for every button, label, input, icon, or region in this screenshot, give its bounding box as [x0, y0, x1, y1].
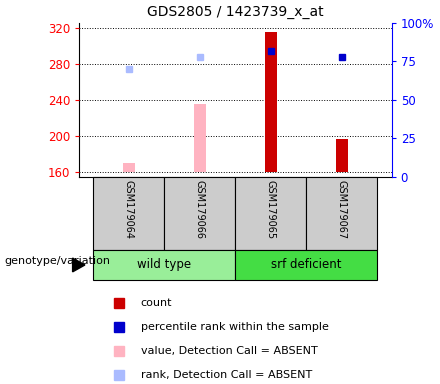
Text: GSM179067: GSM179067	[337, 180, 347, 239]
Text: wild type: wild type	[137, 258, 191, 271]
Title: GDS2805 / 1423739_x_at: GDS2805 / 1423739_x_at	[147, 5, 324, 19]
Text: count: count	[141, 298, 172, 308]
Bar	[235, 250, 378, 280]
Bar	[264, 32, 277, 172]
Text: GSM179064: GSM179064	[124, 180, 134, 239]
Bar	[122, 163, 135, 172]
Text: GSM179066: GSM179066	[195, 180, 205, 239]
Bar	[93, 177, 165, 250]
Bar	[165, 177, 235, 250]
Bar	[93, 250, 235, 280]
Text: GSM179065: GSM179065	[266, 180, 276, 239]
Bar	[336, 139, 348, 172]
Text: srf deficient: srf deficient	[271, 258, 341, 271]
Text: genotype/variation: genotype/variation	[4, 256, 110, 266]
Text: value, Detection Call = ABSENT: value, Detection Call = ABSENT	[141, 346, 318, 356]
Text: rank, Detection Call = ABSENT: rank, Detection Call = ABSENT	[141, 370, 312, 380]
Polygon shape	[73, 258, 85, 272]
Bar	[194, 104, 206, 172]
Bar	[235, 177, 306, 250]
Text: percentile rank within the sample: percentile rank within the sample	[141, 322, 329, 332]
Bar	[306, 177, 378, 250]
